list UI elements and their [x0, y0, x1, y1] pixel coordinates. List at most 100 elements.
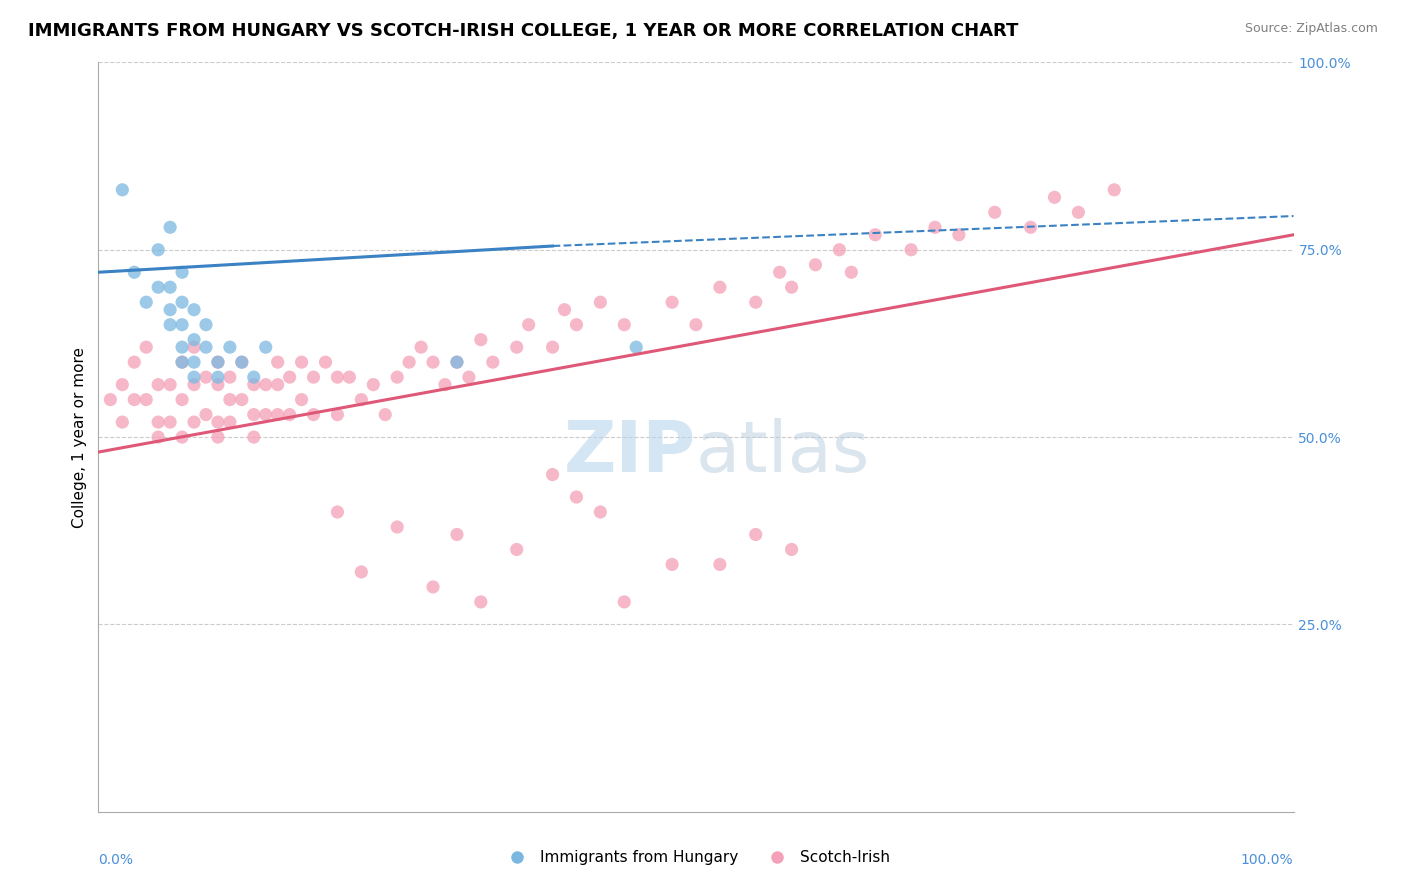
Point — [243, 377, 266, 392]
Point — [183, 370, 205, 384]
Point — [231, 355, 253, 369]
Point — [267, 355, 290, 369]
Point — [422, 580, 444, 594]
Point — [267, 408, 290, 422]
Point — [506, 542, 529, 557]
Point — [183, 340, 205, 354]
Point — [243, 430, 266, 444]
Point — [159, 302, 181, 317]
Point — [780, 542, 803, 557]
Point — [124, 265, 146, 279]
Point — [924, 220, 946, 235]
Legend: Immigrants from Hungary, Scotch-Irish: Immigrants from Hungary, Scotch-Irish — [496, 845, 896, 871]
Point — [458, 370, 481, 384]
Point — [506, 340, 529, 354]
Point — [565, 490, 588, 504]
Point — [183, 333, 205, 347]
Point — [984, 205, 1007, 219]
Point — [148, 280, 170, 294]
Point — [159, 415, 181, 429]
Point — [111, 377, 134, 392]
Point — [195, 340, 218, 354]
Point — [183, 355, 205, 369]
Point — [900, 243, 922, 257]
Point — [172, 355, 194, 369]
Point — [470, 595, 492, 609]
Point — [159, 220, 181, 235]
Text: atlas: atlas — [696, 417, 870, 486]
Point — [183, 377, 205, 392]
Point — [207, 377, 229, 392]
Text: ZIP: ZIP — [564, 417, 696, 486]
Point — [613, 595, 636, 609]
Point — [470, 333, 492, 347]
Point — [302, 408, 325, 422]
Point — [254, 408, 277, 422]
Point — [172, 430, 194, 444]
Point — [1043, 190, 1066, 204]
Point — [339, 370, 361, 384]
Point — [159, 318, 181, 332]
Point — [159, 377, 181, 392]
Point — [148, 243, 170, 257]
Point — [291, 355, 314, 369]
Text: 100.0%: 100.0% — [1241, 853, 1294, 867]
Point — [385, 370, 409, 384]
Point — [207, 370, 229, 384]
Point — [434, 377, 457, 392]
Point — [865, 227, 887, 242]
Point — [517, 318, 540, 332]
Point — [111, 415, 134, 429]
Point — [148, 377, 170, 392]
Point — [589, 505, 612, 519]
Point — [219, 340, 242, 354]
Point — [148, 430, 170, 444]
Point — [804, 258, 827, 272]
Point — [768, 265, 790, 279]
Point — [267, 377, 290, 392]
Point — [541, 467, 564, 482]
Point — [828, 243, 851, 257]
Point — [172, 295, 194, 310]
Point — [363, 377, 385, 392]
Point — [709, 558, 731, 572]
Point — [124, 392, 146, 407]
Point — [124, 355, 146, 369]
Point — [350, 392, 373, 407]
Point — [135, 295, 157, 310]
Point — [207, 355, 229, 369]
Point — [219, 392, 242, 407]
Point — [541, 340, 564, 354]
Point — [589, 295, 612, 310]
Point — [326, 505, 349, 519]
Text: 0.0%: 0.0% — [98, 853, 134, 867]
Point — [554, 302, 576, 317]
Point — [326, 408, 349, 422]
Point — [326, 370, 349, 384]
Point — [374, 408, 396, 422]
Y-axis label: College, 1 year or more: College, 1 year or more — [72, 347, 87, 527]
Point — [172, 318, 194, 332]
Point — [172, 340, 194, 354]
Point — [291, 392, 314, 407]
Point — [661, 558, 683, 572]
Point — [780, 280, 803, 294]
Point — [278, 370, 301, 384]
Point — [231, 355, 253, 369]
Point — [172, 355, 194, 369]
Point — [841, 265, 863, 279]
Point — [446, 527, 468, 541]
Point — [481, 355, 505, 369]
Point — [219, 370, 242, 384]
Point — [243, 408, 266, 422]
Point — [254, 340, 277, 354]
Point — [613, 318, 636, 332]
Point — [231, 392, 253, 407]
Point — [254, 377, 277, 392]
Point — [111, 183, 134, 197]
Text: Source: ZipAtlas.com: Source: ZipAtlas.com — [1244, 22, 1378, 36]
Point — [302, 370, 325, 384]
Point — [422, 355, 444, 369]
Point — [446, 355, 468, 369]
Point — [172, 265, 194, 279]
